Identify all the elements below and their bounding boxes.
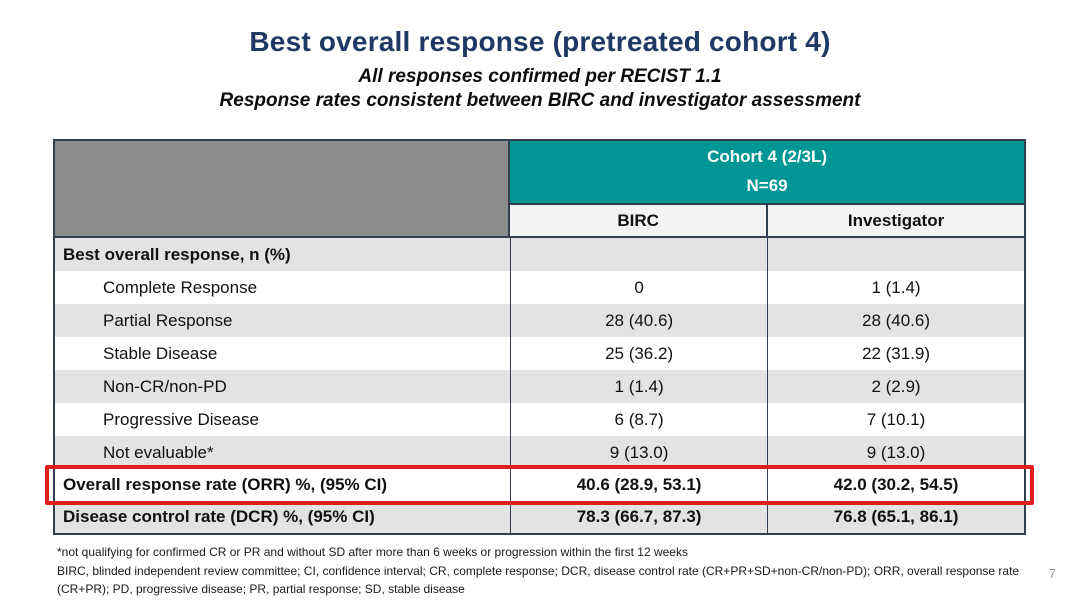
table-row-not-evaluable: Not evaluable* 9 (13.0) 9 (13.0) [55, 436, 1024, 469]
row-label: Progressive Disease [103, 409, 259, 429]
row-label: Partial Response [103, 310, 233, 330]
investigator-value: 7 (10.1) [767, 403, 1024, 436]
table-row-partial-response: Partial Response 28 (40.6) 28 (40.6) [55, 304, 1024, 337]
slide-subtitle: All responses confirmed per RECIST 1.1 R… [0, 65, 1080, 113]
row-label: Disease control rate (DCR) %, (95% CI) [63, 507, 375, 526]
subtitle-line-1: All responses confirmed per RECIST 1.1 [358, 66, 722, 87]
investigator-value: 42.0 (30.2, 54.5) [767, 469, 1024, 501]
footnote-line-1: *not qualifying for confirmed CR or PR a… [57, 545, 688, 559]
row-label: Not evaluable* [103, 442, 214, 462]
slide-title: Best overall response (pretreated cohort… [249, 26, 831, 57]
row-label: Overall response rate (ORR) %, (95% CI) [63, 475, 388, 494]
row-label: Non-CR/non-PD [103, 376, 227, 396]
table-header: Cohort 4 (2/3L) N=69 BIRC Investigator [55, 141, 1024, 238]
column-header-investigator: Investigator [766, 205, 1024, 236]
table-row-complete-response: Complete Response 0 1 (1.4) [55, 271, 1024, 304]
footnote-line-2: BIRC, blinded independent review committ… [57, 563, 1020, 578]
birc-value: 40.6 (28.9, 53.1) [510, 469, 767, 501]
birc-value: 25 (36.2) [510, 337, 767, 370]
investigator-value: 76.8 (65.1, 86.1) [767, 501, 1024, 533]
birc-value: 6 (8.7) [510, 403, 767, 436]
table-row-dcr: Disease control rate (DCR) %, (95% CI) 7… [55, 501, 1024, 533]
column-header-birc: BIRC [617, 210, 659, 230]
cohort-label: Cohort 4 (2/3L) [707, 147, 828, 167]
table-row-section-header: Best overall response, n (%) [55, 238, 1024, 271]
table-row-non-cr-non-pd: Non-CR/non-PD 1 (1.4) 2 (2.9) [55, 370, 1024, 403]
page-number: 7 [1048, 566, 1056, 581]
title-block: Best overall response (pretreated cohort… [0, 26, 1080, 113]
investigator-value [767, 238, 1024, 271]
header-right-block: Cohort 4 (2/3L) N=69 BIRC Investigator [510, 141, 1024, 236]
footnotes: *not qualifying for confirmed CR or PR a… [57, 543, 1037, 599]
header-empty-cell [55, 141, 511, 236]
investigator-value: 1 (1.4) [767, 271, 1024, 304]
footnote-line-3: (CR+PR); PD, progressive disease; PR, pa… [57, 582, 465, 597]
column-header-row: BIRC Investigator [510, 203, 1024, 236]
birc-value [510, 238, 767, 271]
row-label: Stable Disease [103, 343, 218, 363]
birc-value: 78.3 (66.7, 87.3) [510, 501, 767, 533]
cohort-group-header: Cohort 4 (2/3L) N=69 [510, 141, 1024, 203]
birc-value: 1 (1.4) [510, 370, 767, 403]
subtitle-line-2: Response rates consistent between BIRC a… [219, 89, 861, 111]
table-row-progressive-disease: Progressive Disease 6 (8.7) 7 (10.1) [55, 403, 1024, 436]
table-row-stable-disease: Stable Disease 25 (36.2) 22 (31.9) [55, 337, 1024, 370]
birc-value: 28 (40.6) [510, 304, 767, 337]
birc-value: 0 [510, 271, 767, 304]
table-row-orr-highlighted: Overall response rate (ORR) %, (95% CI) … [45, 465, 1034, 505]
table-body: Best overall response, n (%) Complete Re… [45, 238, 1034, 533]
response-table: Cohort 4 (2/3L) N=69 BIRC Investigator B… [45, 139, 1034, 535]
investigator-value: 2 (2.9) [767, 370, 1024, 403]
investigator-value: 28 (40.6) [767, 304, 1024, 337]
row-label: Best overall response, n (%) [63, 244, 291, 264]
row-label: Complete Response [103, 277, 258, 297]
cohort-n: N=69 [746, 176, 788, 195]
investigator-value: 9 (13.0) [767, 436, 1024, 469]
birc-value: 9 (13.0) [510, 436, 767, 469]
investigator-value: 22 (31.9) [767, 337, 1024, 370]
